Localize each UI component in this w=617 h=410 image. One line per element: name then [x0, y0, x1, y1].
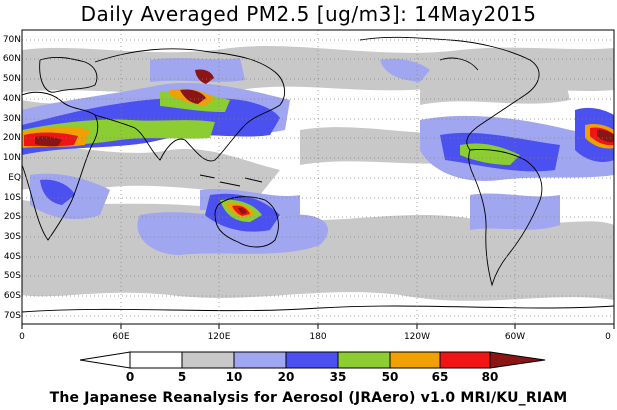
lat-label-10n: 10N [2, 153, 21, 163]
lat-label-40s: 40S [3, 252, 21, 262]
colorbar-label-20: 20 [277, 370, 295, 384]
lat-label-50s: 50S [3, 271, 21, 281]
gridlines [22, 30, 614, 324]
lat-label-20s: 20S [3, 212, 21, 222]
credit-footer: The Japanese Reanalysis for Aerosol (JRA… [49, 390, 568, 406]
lon-label-120e: 120E [207, 332, 231, 342]
lon-label-180: 180 [309, 332, 327, 342]
axis-ticks [21, 324, 615, 329]
colorbar-arrow-right [489, 351, 546, 369]
colorbar-box-5 [389, 351, 441, 369]
colorbar-label-35: 35 [329, 370, 347, 384]
lat-label-50n: 50N [2, 74, 21, 84]
lat-label-70s: 70S [3, 311, 21, 321]
map-title: Daily Averaged PM2.5 [ug/m3]: 14May2015 [80, 2, 537, 26]
colorbar-arrow-left [79, 351, 131, 369]
colorbar-box-2 [233, 351, 287, 369]
colorbar-label-50: 50 [381, 370, 399, 384]
lon-label-120w: 120W [403, 332, 431, 342]
lon-label-60e: 60E [112, 332, 130, 342]
colorbar-label-0: 0 [125, 370, 135, 384]
lat-label-20n: 20N [2, 133, 21, 143]
lat-label-70n: 70N [2, 35, 21, 45]
lat-label-30s: 30S [3, 232, 21, 242]
colorbar [79, 351, 546, 369]
colorbar-label-65: 65 [431, 370, 449, 384]
lat-label-60s: 60S [3, 291, 21, 301]
lat-label-40n: 40N [2, 94, 21, 104]
colorbar-label-5: 5 [177, 370, 187, 384]
lat-label-60n: 60N [2, 54, 21, 64]
lon-label-0: 0 [19, 332, 25, 342]
lat-label-30n: 30N [2, 114, 21, 124]
lat-label-10s: 10S [3, 193, 21, 203]
lat-label-eq: EQ [8, 173, 21, 183]
colorbar-box-0 [129, 351, 183, 369]
lon-label-0-right: 0 [605, 332, 611, 342]
colorbar-box-4 [337, 351, 391, 369]
colorbar-box-6 [439, 351, 491, 369]
colorbar-box-3 [285, 351, 339, 369]
lon-label-60w: 60W [504, 332, 526, 342]
colorbar-box-1 [181, 351, 235, 369]
colorbar-label-80: 80 [481, 370, 499, 384]
colorbar-label-10: 10 [225, 370, 243, 384]
